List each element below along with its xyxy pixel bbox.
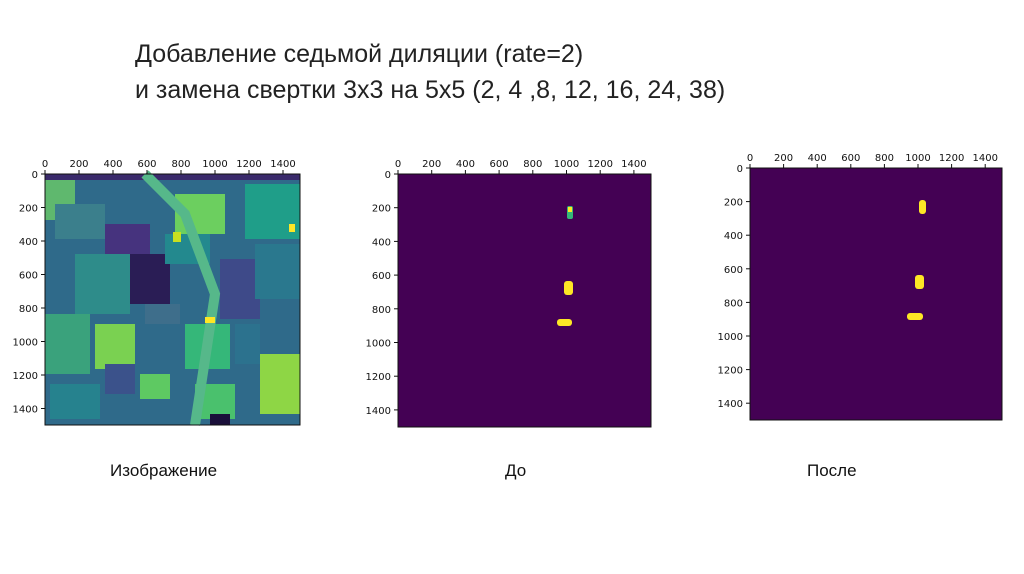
x-tick-label: 0 (747, 153, 753, 164)
y-axis-ticks: 0 200 400 600 800 1000 1200 1400 (366, 170, 398, 417)
x-tick-label: 200 (69, 159, 88, 170)
x-tick-label: 0 (395, 159, 401, 170)
y-tick-label: 400 (19, 237, 38, 248)
before-mask (398, 174, 651, 427)
y-axis-ticks: 0 200 400 600 800 1000 1200 1400 (718, 164, 750, 410)
x-tick-label: 1200 (236, 159, 261, 170)
y-tick-label: 1400 (13, 405, 38, 416)
x-tick-label: 600 (841, 153, 860, 164)
y-tick-label: 600 (724, 265, 743, 276)
detection-blob (919, 200, 926, 214)
y-tick-label: 0 (385, 170, 391, 181)
y-axis-ticks: 0 200 400 600 800 1000 1200 1400 (13, 170, 45, 416)
y-tick-label: 0 (32, 170, 38, 181)
detection-blob (907, 313, 923, 320)
x-tick-label: 200 (422, 159, 441, 170)
y-tick-label: 1200 (718, 366, 743, 377)
x-tick-label: 1200 (587, 159, 612, 170)
x-tick-label: 1000 (905, 153, 930, 164)
panel-after: 0 200 400 600 800 1000 1200 1400 0 200 4… (714, 145, 1014, 425)
detection-blob (557, 319, 572, 326)
before-mask-plot: 0 200 400 600 800 1000 1200 1400 0 200 4… (366, 159, 652, 428)
y-tick-label: 200 (19, 204, 38, 215)
title-line-2: и замена свертки 3x3 на 5x5 (2, 4 ,8, 12… (135, 76, 726, 104)
y-tick-label: 1400 (366, 406, 391, 417)
y-tick-label: 0 (737, 164, 743, 175)
x-tick-label: 1400 (972, 153, 997, 164)
y-tick-label: 200 (724, 198, 743, 209)
y-tick-label: 1400 (718, 399, 743, 410)
x-axis-ticks: 0 200 400 600 800 1000 1200 1400 (42, 159, 296, 174)
detection-blob (564, 281, 573, 295)
y-tick-label: 200 (372, 204, 391, 215)
title-line-1: Добавление седьмой диляции (rate=2) (135, 40, 584, 68)
y-tick-label: 1200 (13, 371, 38, 382)
y-tick-label: 1000 (13, 338, 38, 349)
caption-image: Изображение (110, 461, 218, 480)
x-tick-label: 800 (171, 159, 190, 170)
after-mask-plot: 0 200 400 600 800 1000 1200 1400 0 200 4… (718, 153, 1003, 421)
y-tick-label: 600 (19, 271, 38, 282)
x-tick-label: 800 (523, 159, 542, 170)
y-tick-label: 400 (724, 231, 743, 242)
x-tick-label: 200 (774, 153, 793, 164)
x-axis-ticks: 0 200 400 600 800 1000 1200 1400 (395, 159, 647, 174)
x-tick-label: 1000 (202, 159, 227, 170)
x-tick-label: 600 (490, 159, 509, 170)
y-tick-label: 1200 (366, 372, 391, 383)
y-tick-label: 800 (372, 305, 391, 316)
x-tick-label: 400 (808, 153, 827, 164)
x-tick-label: 1400 (270, 159, 295, 170)
x-tick-label: 1000 (554, 159, 579, 170)
aerial-image-content (45, 170, 300, 426)
x-tick-label: 600 (137, 159, 156, 170)
x-axis-ticks: 0 200 400 600 800 1000 1200 1400 (747, 153, 998, 168)
caption-after: После (807, 461, 857, 480)
x-tick-label: 400 (456, 159, 475, 170)
after-mask (750, 168, 1002, 420)
x-tick-label: 800 (875, 153, 894, 164)
y-tick-label: 1000 (718, 332, 743, 343)
aerial-image-plot: 0 200 400 600 800 1000 1200 1400 0 200 4… (13, 159, 301, 426)
y-tick-label: 800 (19, 304, 38, 315)
y-tick-label: 600 (372, 271, 391, 282)
panel-image: 0 200 400 600 800 1000 1200 1400 0 200 4… (10, 150, 310, 430)
detection-blob (915, 275, 924, 289)
slide-title: Добавление седьмой диляции (rate=2) и за… (135, 36, 725, 108)
caption-before: До (505, 461, 527, 480)
y-tick-label: 400 (372, 237, 391, 248)
x-tick-label: 0 (42, 159, 48, 170)
x-tick-label: 400 (103, 159, 122, 170)
x-tick-label: 1200 (939, 153, 964, 164)
y-tick-label: 1000 (366, 339, 391, 350)
y-tick-label: 800 (724, 298, 743, 309)
panel-before: 0 200 400 600 800 1000 1200 1400 0 200 4… (362, 150, 662, 430)
x-tick-label: 1400 (621, 159, 646, 170)
